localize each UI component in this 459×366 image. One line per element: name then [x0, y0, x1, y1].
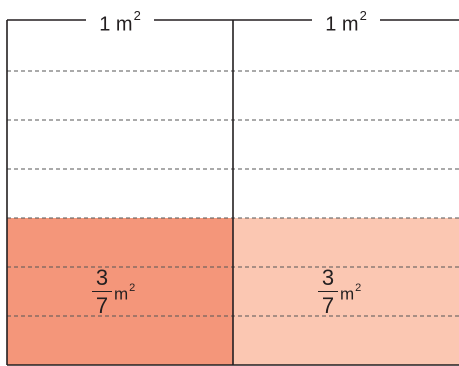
- fraction-numerator: 3: [321, 265, 335, 290]
- fraction-bar: [318, 291, 338, 292]
- unit-power: 2: [129, 281, 136, 294]
- fraction-bar: [92, 291, 112, 292]
- width-power: 2: [133, 8, 141, 23]
- width-unit: m: [341, 13, 359, 36]
- width-number: 1: [325, 13, 337, 36]
- fraction-numerator: 3: [95, 265, 109, 290]
- shaded-region-left: [7, 218, 233, 365]
- width-label-left: 1 m2: [86, 6, 154, 36]
- fraction: 3 7: [92, 266, 112, 318]
- fraction-denominator: 7: [95, 293, 109, 318]
- width-unit: m: [115, 13, 133, 36]
- unit-text: m: [340, 284, 355, 304]
- unit-text: m: [114, 284, 129, 304]
- width-number: 1: [99, 13, 111, 36]
- area-unit: m2: [114, 281, 136, 305]
- width-power: 2: [359, 8, 367, 23]
- shaded-region-right: [233, 218, 459, 365]
- width-label-right: 1 m2: [312, 6, 380, 36]
- area-label-left: 3 7 m2: [92, 262, 135, 322]
- unit-power: 2: [355, 281, 362, 294]
- fraction-denominator: 7: [321, 293, 335, 318]
- fraction: 3 7: [318, 266, 338, 318]
- area-label-right: 3 7 m2: [318, 262, 361, 322]
- area-unit: m2: [340, 281, 362, 305]
